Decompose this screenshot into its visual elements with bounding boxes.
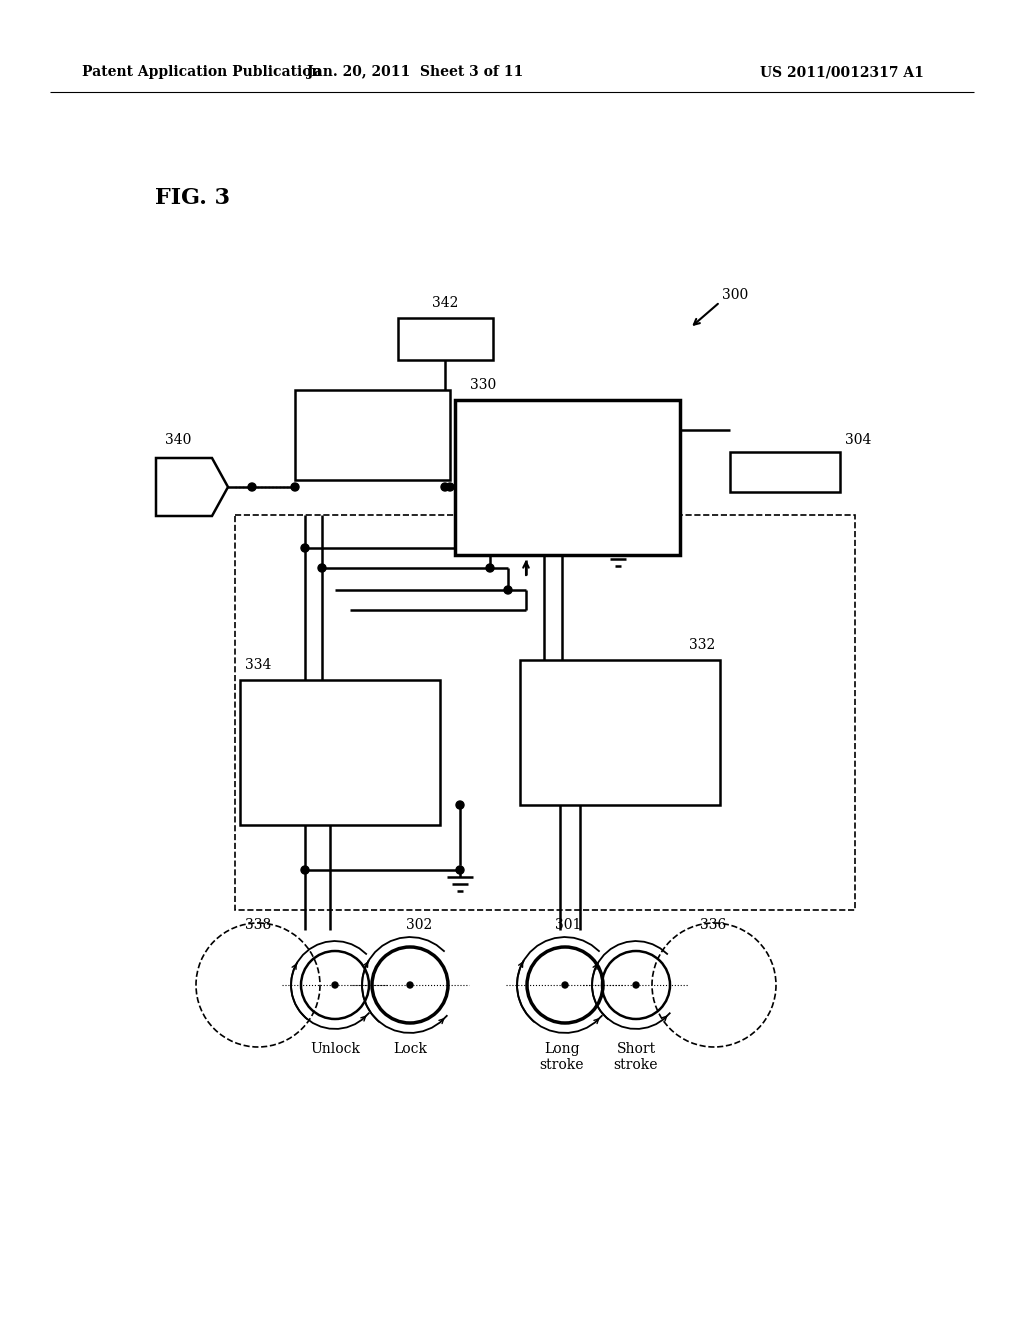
Text: 334: 334 — [245, 657, 271, 672]
Circle shape — [248, 483, 256, 491]
Bar — [240, 680, 440, 825]
Text: 301: 301 — [555, 917, 582, 932]
Circle shape — [446, 483, 454, 491]
Text: FIG. 3: FIG. 3 — [155, 187, 230, 209]
Bar — [520, 660, 720, 805]
Text: Unlock: Unlock — [310, 1041, 360, 1056]
Circle shape — [301, 866, 309, 874]
Text: 300: 300 — [722, 288, 749, 302]
Text: Patent Application Publication: Patent Application Publication — [82, 65, 322, 79]
Polygon shape — [156, 458, 228, 516]
Circle shape — [504, 586, 512, 594]
Bar — [398, 318, 493, 360]
Circle shape — [633, 982, 639, 987]
Text: 342: 342 — [432, 296, 458, 310]
Circle shape — [456, 866, 464, 874]
Circle shape — [562, 982, 568, 987]
Text: US 2011/0012317 A1: US 2011/0012317 A1 — [760, 65, 924, 79]
Circle shape — [318, 564, 326, 572]
Text: Short
stroke: Short stroke — [613, 1041, 658, 1072]
Text: 338: 338 — [245, 917, 271, 932]
Text: 304: 304 — [845, 433, 871, 447]
Circle shape — [456, 801, 464, 809]
Bar — [234, 515, 855, 909]
Circle shape — [291, 483, 299, 491]
Text: 302: 302 — [406, 917, 432, 932]
Text: 336: 336 — [700, 917, 726, 932]
Circle shape — [301, 544, 309, 552]
Text: 332: 332 — [689, 638, 715, 652]
Text: Jan. 20, 2011  Sheet 3 of 11: Jan. 20, 2011 Sheet 3 of 11 — [307, 65, 523, 79]
Text: 340: 340 — [165, 433, 191, 447]
Text: 330: 330 — [470, 378, 497, 392]
Text: Long
stroke: Long stroke — [540, 1041, 585, 1072]
Circle shape — [486, 564, 494, 572]
Text: Lock: Lock — [393, 1041, 427, 1056]
Circle shape — [441, 483, 449, 491]
Circle shape — [332, 982, 338, 987]
Bar — [730, 451, 840, 492]
Circle shape — [407, 982, 413, 987]
Bar — [295, 389, 450, 480]
Bar — [455, 400, 680, 554]
